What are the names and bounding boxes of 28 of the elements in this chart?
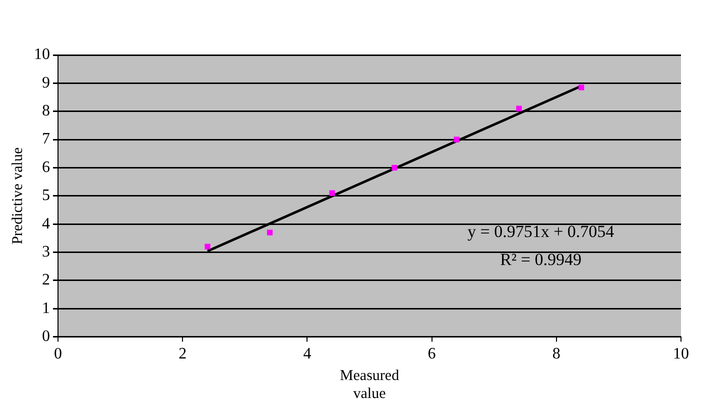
annotation: R² = 0.9949: [500, 250, 582, 270]
y-tick-label: 5: [42, 187, 50, 204]
point: [392, 164, 398, 171]
point: [204, 244, 210, 250]
x-tick-label: 4: [303, 346, 312, 363]
x-tick-label: 8: [552, 346, 560, 363]
y-tick-label: 4: [42, 215, 50, 232]
y-tick-label: 9: [42, 74, 50, 92]
y-tick-label: 2: [42, 272, 50, 289]
y-tick-label: 6: [42, 158, 50, 176]
x-tick-label: 0: [54, 346, 62, 363]
point: [578, 84, 584, 90]
point: [516, 106, 522, 112]
point: [329, 190, 335, 196]
y-tick-label: 0: [42, 328, 50, 346]
y-tick-label: 3: [42, 243, 50, 260]
x-tick-label: 6: [428, 346, 436, 363]
y-tick-label: 1: [42, 300, 50, 317]
x-tick-label: 2: [178, 346, 187, 363]
point: [266, 230, 273, 236]
x-axis-title: Measured value: [340, 368, 400, 402]
y-tick-label: 10: [34, 46, 50, 64]
x-tick-label: 10: [673, 346, 689, 363]
y-axis-title: Predictive value: [10, 147, 26, 244]
point: [454, 136, 460, 142]
y-tick-label: 8: [42, 102, 50, 120]
y-tick-label: 7: [42, 130, 50, 148]
annotation: y = 0.9751x + 0.7054: [467, 222, 615, 242]
